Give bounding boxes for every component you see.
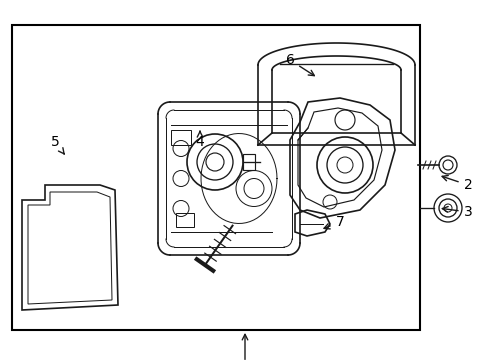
Text: 3: 3 bbox=[442, 205, 472, 219]
Bar bbox=[176, 213, 194, 227]
Text: 6: 6 bbox=[286, 53, 315, 76]
Bar bbox=[12, 25, 420, 330]
Text: 4: 4 bbox=[196, 131, 204, 149]
Text: 2: 2 bbox=[442, 175, 472, 192]
Text: 5: 5 bbox=[50, 135, 64, 154]
Bar bbox=[171, 130, 191, 145]
Text: 1: 1 bbox=[241, 334, 249, 360]
Text: 7: 7 bbox=[324, 215, 344, 229]
